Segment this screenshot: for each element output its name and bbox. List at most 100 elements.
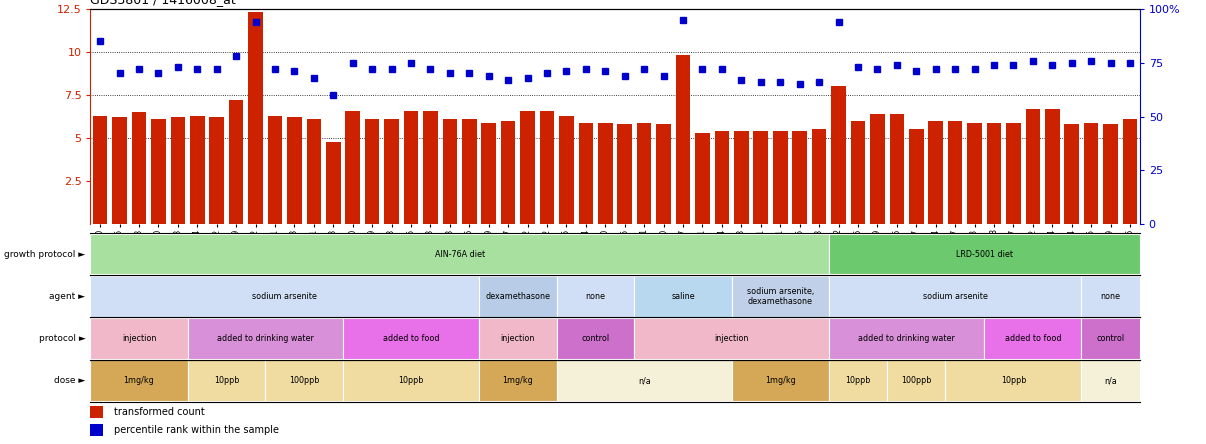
Bar (1025, 109, 1040, 224)
Bar (90, 234, 829, 274)
Text: 1mg/kg: 1mg/kg (765, 376, 796, 385)
Text: control: control (1096, 334, 1124, 343)
Text: protocol ►: protocol ► (39, 334, 86, 343)
Bar (210, 117, 224, 224)
Bar (557, 361, 732, 401)
Text: 1mg/kg: 1mg/kg (124, 376, 154, 385)
Bar (579, 123, 593, 224)
Text: sodium arsenite: sodium arsenite (252, 292, 317, 301)
Bar (170, 117, 186, 224)
Bar (1082, 318, 1140, 359)
Bar (829, 361, 888, 401)
Bar (792, 131, 807, 224)
Text: 1mg/kg: 1mg/kg (503, 376, 533, 385)
Text: none: none (1101, 292, 1120, 301)
Bar (343, 361, 479, 401)
Text: AIN-76A diet: AIN-76A diet (434, 250, 485, 259)
Text: injection: injection (714, 334, 749, 343)
Text: none: none (586, 292, 605, 301)
Bar (520, 111, 535, 224)
Bar (829, 276, 1082, 317)
Bar (1065, 124, 1079, 224)
Bar (987, 123, 1001, 224)
Bar (831, 87, 845, 224)
Bar (479, 318, 557, 359)
Bar (191, 116, 205, 224)
Text: 100ppb: 100ppb (901, 376, 931, 385)
Bar (188, 361, 265, 401)
Bar (248, 12, 263, 224)
Bar (229, 100, 244, 224)
Bar (326, 142, 340, 224)
Bar (90, 276, 479, 317)
Bar (929, 121, 943, 224)
Bar (112, 117, 127, 224)
Bar (946, 361, 1082, 401)
Text: added to drinking water: added to drinking water (217, 334, 314, 343)
Bar (1082, 276, 1140, 317)
Text: added to food: added to food (1005, 334, 1061, 343)
Text: LRD-5001 diet: LRD-5001 diet (955, 250, 1013, 259)
Bar (345, 111, 361, 224)
Bar (1123, 119, 1137, 224)
Bar (479, 361, 557, 401)
Text: 100ppb: 100ppb (289, 376, 320, 385)
Bar (265, 361, 343, 401)
Bar (500, 121, 515, 224)
Bar (732, 361, 829, 401)
Bar (90, 318, 188, 359)
Bar (540, 111, 555, 224)
Text: dexamethasone: dexamethasone (485, 292, 550, 301)
Bar (812, 130, 826, 224)
Text: dose ►: dose ► (54, 376, 86, 385)
Bar (188, 318, 343, 359)
Bar (695, 133, 710, 224)
Bar (617, 124, 632, 224)
Text: n/a: n/a (1105, 376, 1117, 385)
Text: injection: injection (500, 334, 535, 343)
Bar (90, 361, 188, 401)
Bar (890, 114, 904, 224)
Text: control: control (581, 334, 610, 343)
Bar (829, 234, 1140, 274)
Text: added to drinking water: added to drinking water (859, 334, 955, 343)
Text: transformed count: transformed count (115, 407, 205, 416)
Bar (675, 56, 690, 224)
Bar (1044, 109, 1060, 224)
Bar (90, 406, 104, 418)
Text: 10ppb: 10ppb (398, 376, 423, 385)
Bar (560, 116, 574, 224)
Text: saline: saline (672, 292, 695, 301)
Text: agent ►: agent ► (49, 292, 86, 301)
Text: 10ppb: 10ppb (1001, 376, 1026, 385)
Text: percentile rank within the sample: percentile rank within the sample (115, 425, 280, 435)
Text: sodium arsenite: sodium arsenite (923, 292, 988, 301)
Bar (287, 117, 302, 224)
Bar (90, 424, 104, 436)
Bar (754, 131, 768, 224)
Text: injection: injection (122, 334, 157, 343)
Bar (773, 131, 788, 224)
Bar (870, 114, 885, 224)
Bar (734, 131, 749, 224)
Bar (404, 111, 418, 224)
Bar (888, 361, 946, 401)
Text: 10ppb: 10ppb (213, 376, 239, 385)
Bar (948, 121, 962, 224)
Bar (93, 116, 107, 224)
Text: GDS3801 / 1416008_at: GDS3801 / 1416008_at (90, 0, 236, 6)
Bar (909, 130, 924, 224)
Bar (479, 276, 557, 317)
Text: growth protocol ►: growth protocol ► (5, 250, 86, 259)
Bar (598, 123, 613, 224)
Bar (715, 131, 730, 224)
Bar (829, 318, 984, 359)
Bar (343, 318, 479, 359)
Text: 10ppb: 10ppb (845, 376, 871, 385)
Bar (984, 318, 1082, 359)
Bar (967, 123, 982, 224)
Bar (423, 111, 438, 224)
Bar (634, 318, 829, 359)
Bar (131, 112, 146, 224)
Bar (365, 119, 380, 224)
